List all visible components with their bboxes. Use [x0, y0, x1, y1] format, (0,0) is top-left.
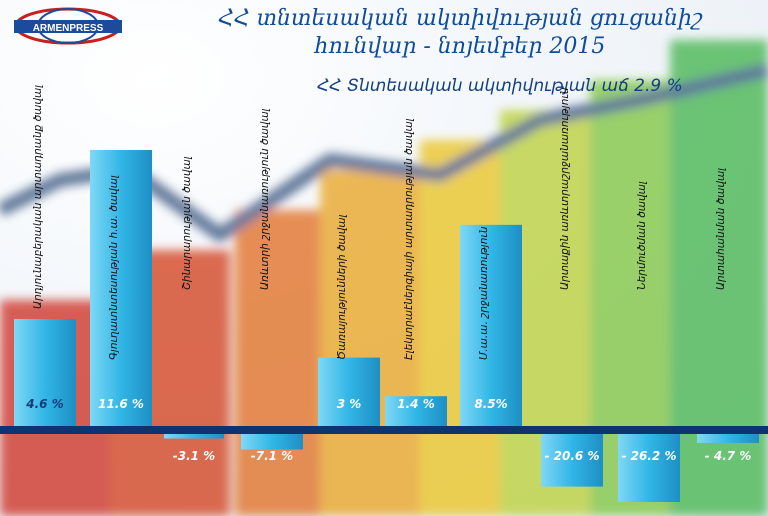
value-label-10: - 4.7 %	[705, 449, 752, 463]
category-label-2: Գյուղատնտեսության հ.ա. ծավալ	[108, 175, 120, 360]
value-label-8: - 20.6 %	[545, 449, 600, 463]
value-label-4: -7.1 %	[251, 449, 293, 463]
value-label-3: -3.1 %	[173, 449, 215, 463]
category-label-3: Շինարարության ծավալ	[181, 156, 193, 290]
armenpress-logo: ARMENPRESS	[14, 7, 122, 45]
subtitle: ՀՀ Տնտեսական ակտիվության աճ 2.9 %	[317, 76, 683, 96]
title-line-1: ՀՀ տնտեսական ակտիվության ցուցանիշ	[217, 6, 703, 31]
value-label-9: - 26.2 %	[622, 449, 677, 463]
value-label-2: 11.6 %	[98, 397, 144, 411]
value-label-7: 8.5%	[474, 397, 507, 411]
category-label-1: Արդյունաբերական արտադրանք ծավալ	[32, 85, 44, 309]
bar-9	[618, 430, 680, 502]
bar-3	[164, 430, 224, 439]
bar-5	[318, 357, 380, 430]
value-label-6: 1.4 %	[397, 397, 434, 411]
category-label-5: Ծառայությունների ծավալ	[336, 214, 348, 360]
value-label-1: 4.6 %	[25, 397, 63, 411]
bar-8	[541, 430, 603, 487]
category-label-6: Էլեկտրաէներգիայի արտադրության ծավալ	[403, 118, 415, 360]
bar-1	[14, 318, 76, 430]
bar-6	[385, 396, 447, 430]
bar-7	[460, 224, 522, 430]
category-label-9: Ներմուծման ծավալ	[636, 181, 648, 290]
zero-axis	[0, 426, 768, 434]
logo-text: ARMENPRESS	[33, 23, 104, 34]
category-label-8: Արտաքին առևտրաշրջանառություն	[559, 87, 571, 290]
category-label-7: Մ.ա.ա. շրջանառություն	[478, 226, 490, 360]
title-line-2: հունվար - նոյեմբեր 2015	[314, 34, 606, 59]
bar-2	[90, 150, 152, 430]
bar-4	[241, 430, 303, 450]
category-label-10: Արտահանման ծավալ	[715, 168, 727, 290]
value-label-5: 3 %	[337, 397, 362, 411]
category-label-4: Առևտրի շրջանառություն ծավալ	[259, 108, 271, 290]
